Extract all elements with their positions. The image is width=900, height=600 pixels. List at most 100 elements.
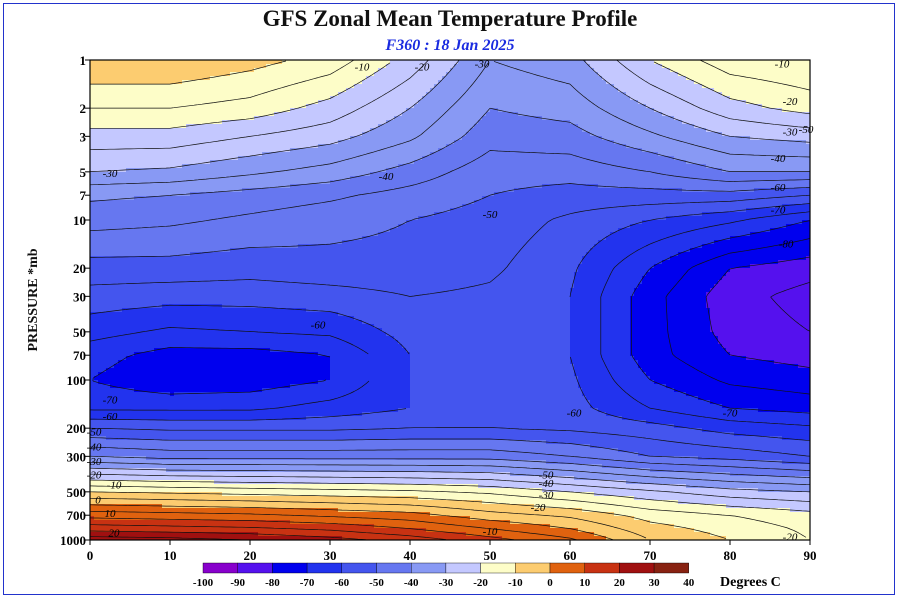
contour-cell	[622, 72, 627, 77]
contour-cell	[562, 112, 567, 117]
contour-cell	[662, 96, 667, 101]
contour-cell	[106, 92, 111, 97]
contour-cell	[134, 164, 139, 169]
contour-cell	[570, 116, 575, 121]
contour-cell	[666, 64, 671, 69]
contour-cell	[634, 84, 639, 89]
contour-cell	[758, 160, 763, 165]
contour-cell	[578, 136, 583, 141]
contour-cell	[162, 68, 167, 73]
contour-cell	[782, 136, 787, 141]
contour-cell	[346, 152, 351, 157]
contour-cell	[766, 152, 771, 157]
contour-cell	[170, 72, 175, 77]
contour-cell	[706, 72, 711, 77]
contour-cell	[410, 100, 415, 105]
contour-cell	[662, 108, 667, 113]
contour-cell	[678, 60, 683, 65]
contour-cell	[634, 64, 639, 69]
contour-cell	[358, 132, 363, 137]
contour-cell	[178, 148, 183, 153]
contour-cell	[586, 156, 591, 161]
contour-cell	[638, 148, 643, 153]
contour-cell	[446, 84, 451, 89]
contour-cell	[446, 116, 451, 121]
contour-cell	[434, 100, 439, 105]
contour-cell	[514, 104, 519, 109]
contour-cell	[154, 92, 159, 97]
contour-cell	[306, 116, 311, 121]
contour-cell	[538, 160, 543, 165]
contour-cell	[514, 120, 519, 125]
chart-frame	[3, 3, 895, 595]
contour-cell	[526, 88, 531, 93]
contour-cell	[378, 96, 383, 101]
contour-cell	[282, 104, 287, 109]
contour-cell	[558, 144, 563, 149]
contour-cell	[658, 64, 663, 69]
contour-cell	[354, 92, 359, 97]
contour-cell	[714, 80, 719, 85]
contour-cell	[270, 108, 275, 113]
contour-cell	[674, 108, 679, 113]
contour-cell	[122, 84, 127, 89]
contour-cell	[662, 144, 667, 149]
contour-cell	[282, 88, 287, 93]
contour-cell	[522, 76, 527, 81]
contour-cell	[134, 124, 139, 129]
contour-cell	[582, 164, 587, 169]
contour-cell	[486, 144, 491, 149]
contour-cell	[458, 140, 463, 145]
contour-cell	[418, 96, 423, 101]
contour-cell	[158, 68, 163, 73]
contour-cell	[410, 92, 415, 97]
contour-cell	[722, 72, 727, 77]
contour-cell	[462, 160, 467, 165]
contour-cell	[750, 104, 755, 109]
contour-cell	[194, 136, 199, 141]
contour-cell	[134, 160, 139, 165]
contour-cell	[502, 120, 507, 125]
contour-cell	[302, 116, 307, 121]
contour-cell	[594, 152, 599, 157]
contour-cell	[162, 84, 167, 89]
contour-cell	[298, 96, 303, 101]
contour-cell	[750, 120, 755, 125]
contour-cell	[334, 120, 339, 125]
contour-cell	[382, 64, 387, 69]
contour-cell	[138, 104, 143, 109]
contour-cell	[122, 164, 127, 169]
contour-cell	[650, 92, 655, 97]
contour-cell	[278, 148, 283, 153]
contour-cell	[90, 124, 95, 129]
contour-cell	[150, 80, 155, 85]
contour-cell	[774, 108, 779, 113]
contour-cell	[750, 140, 755, 145]
contour-cell	[218, 72, 223, 77]
contour-cell	[458, 108, 463, 113]
contour-cell	[674, 76, 679, 81]
contour-cell	[450, 80, 455, 85]
contour-cell	[618, 76, 623, 81]
contour-cell	[674, 156, 679, 161]
contour-cell	[790, 148, 795, 153]
contour-cell	[282, 124, 287, 129]
contour-cell	[738, 64, 743, 69]
contour-cell	[610, 140, 615, 145]
contour-cell	[558, 148, 563, 153]
contour-cell	[506, 92, 511, 97]
contour-cell	[230, 148, 235, 153]
contour-cell	[146, 84, 151, 89]
contour-cell	[366, 72, 371, 77]
contour-cell	[114, 160, 119, 165]
contour-cell	[502, 144, 507, 149]
contour-cell	[282, 80, 287, 85]
contour-cell	[558, 140, 563, 145]
contour-cell	[110, 104, 115, 109]
contour-cell	[802, 160, 807, 165]
contour-cell	[302, 96, 307, 101]
contour-cell	[634, 60, 639, 65]
contour-cell	[450, 144, 455, 149]
contour-cell	[554, 168, 559, 173]
contour-cell	[794, 152, 799, 157]
